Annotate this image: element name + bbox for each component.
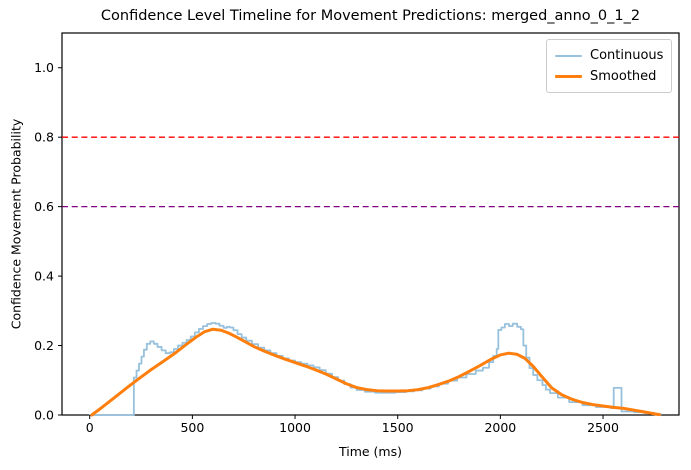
y-tick-label-0.6: 0.6 (34, 199, 54, 214)
y-tick-label-0.2: 0.2 (34, 338, 54, 353)
x-tick-label-1000: 1000 (279, 420, 311, 435)
y-tick-label-1.0: 1.0 (34, 60, 54, 75)
x-tick-label-2500: 2500 (587, 420, 619, 435)
legend-label-continuous: Continuous (590, 48, 664, 63)
legend-entry-continuous: Continuous (555, 45, 663, 66)
axes-frame (61, 32, 680, 416)
y-tick-label-0.0: 0.0 (34, 408, 54, 423)
y-tick-label-0.4: 0.4 (34, 269, 54, 284)
legend-entry-smoothed: Smoothed (555, 66, 663, 87)
x-tick-label-500: 500 (180, 420, 204, 435)
smoothed-line (90, 327, 661, 417)
smoothed-line-swatch (555, 75, 582, 78)
x-axis-label: Time (ms) (338, 444, 402, 459)
y-tick-label-0.8: 0.8 (34, 130, 54, 145)
legend: Continuous Smoothed (546, 39, 672, 93)
x-tick-label-0: 0 (86, 420, 94, 435)
x-tick-label-2000: 2000 (484, 420, 516, 435)
legend-label-smoothed: Smoothed (590, 69, 657, 84)
continuous-line-swatch (555, 54, 582, 57)
x-tick-label-1500: 1500 (382, 420, 414, 435)
chart-title: Confidence Level Timeline for Movement P… (100, 8, 641, 24)
